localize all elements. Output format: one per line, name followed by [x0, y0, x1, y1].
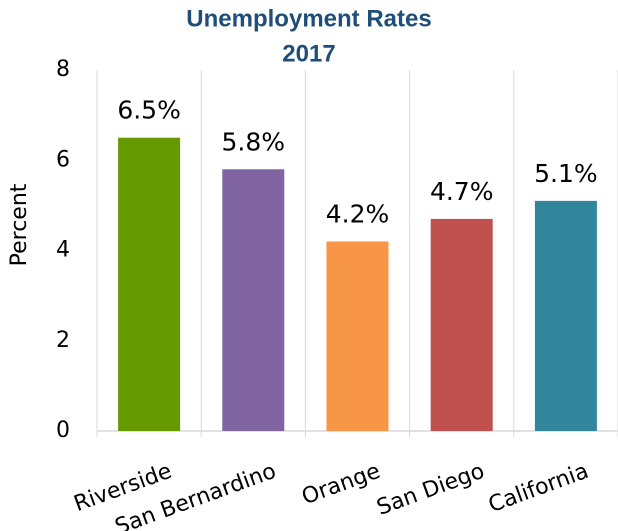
- bar: [222, 169, 285, 431]
- y-axis-label: Percent: [7, 183, 32, 266]
- data-label: 5.1%: [534, 159, 598, 188]
- chart-subtitle: 2017: [282, 40, 335, 67]
- x-tick-label: Orange: [299, 459, 384, 510]
- data-label: 4.7%: [430, 177, 494, 206]
- x-tick-label: California: [485, 459, 592, 518]
- data-label: 4.2%: [326, 199, 390, 228]
- y-tick-label: 8: [56, 57, 70, 82]
- bar: [430, 218, 493, 431]
- chart-title: Unemployment Rates: [186, 5, 431, 32]
- y-tick-label: 2: [56, 328, 70, 353]
- bar: [326, 241, 389, 431]
- y-tick-label: 4: [56, 238, 70, 263]
- data-label: 6.5%: [117, 96, 181, 125]
- x-tick-label: San Diego: [374, 459, 488, 521]
- y-tick-label: 0: [56, 418, 70, 443]
- bar: [534, 200, 597, 431]
- y-tick-label: 6: [56, 147, 70, 172]
- data-label: 5.8%: [222, 127, 286, 156]
- bar: [118, 137, 181, 431]
